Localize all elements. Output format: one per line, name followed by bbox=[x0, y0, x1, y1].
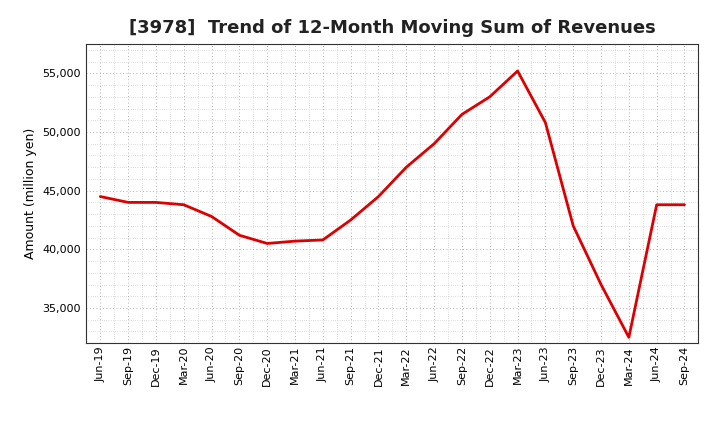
Y-axis label: Amount (million yen): Amount (million yen) bbox=[24, 128, 37, 259]
Title: [3978]  Trend of 12-Month Moving Sum of Revenues: [3978] Trend of 12-Month Moving Sum of R… bbox=[129, 19, 656, 37]
